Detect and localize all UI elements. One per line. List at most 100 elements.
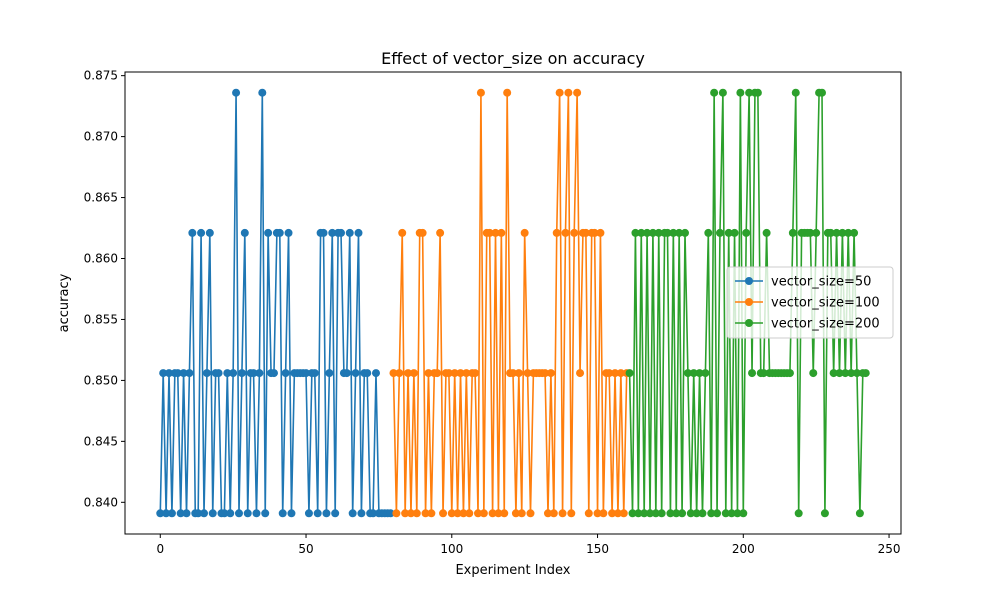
data-point (439, 509, 448, 518)
legend-label: vector_size=100 (771, 296, 880, 311)
data-point (686, 509, 695, 518)
data-point (421, 509, 430, 518)
data-point (852, 369, 861, 378)
data-point (806, 228, 815, 237)
data-point (657, 509, 666, 518)
data-point (156, 509, 165, 518)
data-point (255, 369, 264, 378)
data-point (573, 88, 582, 97)
data-point (605, 369, 614, 378)
legend: vector_size=50 vector_size=100 vector_size… (726, 266, 894, 339)
legend-item: vector_size=50 (735, 275, 871, 290)
y-axis: 0.840 0.845 0.850 0.855 0.860 0.865 0.870 0.875 (84, 69, 125, 509)
data-point (176, 509, 185, 518)
data-point (503, 88, 512, 97)
data-point (284, 228, 293, 237)
data-point (672, 509, 681, 518)
data-point (264, 228, 273, 237)
data-point (567, 509, 576, 518)
data-point (281, 369, 290, 378)
data-point (223, 369, 232, 378)
data-point (275, 228, 284, 237)
data-point (427, 509, 436, 518)
x-tick-label: 50 (298, 542, 313, 556)
data-point (599, 509, 608, 518)
data-point (619, 509, 628, 518)
x-tick-label: 200 (732, 542, 755, 556)
data-point (322, 509, 331, 518)
series-2 (389, 88, 631, 518)
data-point (680, 228, 689, 237)
plot-frame (124, 71, 902, 535)
data-point (844, 228, 853, 237)
data-point (476, 88, 485, 97)
data-point (669, 228, 678, 237)
y-tick-label: 0.875 (84, 69, 118, 83)
data-point (546, 369, 555, 378)
data-point (809, 369, 818, 378)
series-line (159, 91, 391, 515)
y-tick-label: 0.840 (84, 495, 118, 509)
data-point (730, 228, 739, 237)
data-point (398, 228, 407, 237)
plot-area (156, 88, 870, 518)
data-point (173, 369, 182, 378)
data-point (675, 228, 684, 237)
x-tick-label: 0 (156, 542, 164, 556)
data-point (835, 369, 844, 378)
data-point (611, 369, 620, 378)
data-point (205, 228, 214, 237)
data-point (331, 509, 340, 518)
data-point (762, 228, 771, 237)
data-point (689, 369, 698, 378)
data-point (704, 228, 713, 237)
data-point (424, 369, 433, 378)
data-point (302, 369, 311, 378)
x-axis: 0 50 100 150 200 250 (156, 534, 901, 556)
data-point (692, 509, 701, 518)
data-point (520, 228, 529, 237)
data-point (514, 369, 523, 378)
data-point (345, 228, 354, 237)
data-point (739, 509, 748, 518)
data-point (243, 509, 252, 518)
data-point (258, 88, 267, 97)
data-point (812, 228, 821, 237)
data-point (552, 228, 561, 237)
series-line (628, 91, 866, 515)
data-point (643, 228, 652, 237)
data-point (509, 369, 517, 378)
data-point (651, 509, 660, 518)
legend-swatch-marker (745, 319, 753, 327)
data-point (625, 369, 634, 378)
data-point (855, 509, 864, 518)
data-point (794, 509, 803, 518)
data-point (395, 369, 404, 378)
data-point (517, 509, 526, 518)
y-axis-label: accuracy (57, 273, 72, 332)
data-point (838, 228, 847, 237)
data-point (829, 369, 838, 378)
data-point (733, 509, 742, 518)
x-tick-label: 250 (878, 542, 901, 556)
data-point (695, 369, 704, 378)
data-point (500, 509, 509, 518)
data-point (237, 369, 246, 378)
data-point (194, 509, 203, 518)
data-point (584, 509, 593, 518)
data-point (698, 509, 707, 518)
data-point (593, 509, 602, 518)
data-point (182, 509, 191, 518)
data-point (826, 228, 835, 237)
data-point (745, 88, 754, 97)
series-1 (156, 88, 395, 518)
data-point (185, 369, 194, 378)
data-point (646, 509, 655, 518)
data-point (459, 509, 468, 518)
data-point (581, 228, 590, 237)
data-point (742, 228, 751, 237)
data-point (401, 509, 410, 518)
data-point (832, 228, 841, 237)
data-point (412, 509, 421, 518)
series-3 (625, 88, 870, 518)
